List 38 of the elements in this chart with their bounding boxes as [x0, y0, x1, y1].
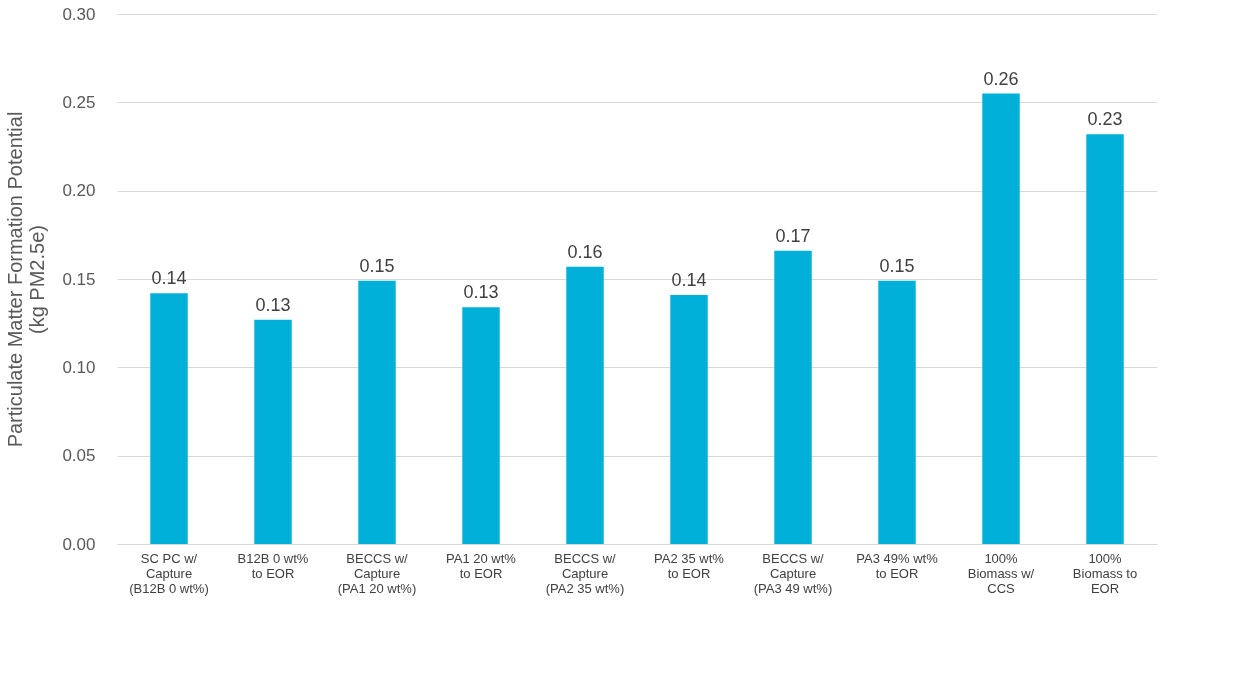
data-label: 0.17: [775, 225, 811, 246]
data-label: 0.13: [255, 294, 291, 315]
bar: [150, 293, 188, 544]
x-tick-label: 100% Biomass to EOR: [1072, 550, 1138, 596]
bar: [774, 250, 812, 544]
y-tick-label: 0.10: [62, 357, 96, 377]
data-label: 0.16: [567, 241, 603, 262]
bar: [566, 266, 604, 544]
x-tick-label: BECCS w/ Capture (PA1 20 wt%): [337, 550, 417, 596]
x-tick-label: PA3 49% wt% to EOR: [856, 550, 939, 581]
data-label: 0.15: [879, 255, 915, 276]
data-label: 0.13: [463, 282, 499, 303]
y-tick-label: 0.05: [62, 446, 96, 466]
bar: [878, 280, 916, 544]
y-tick-label: 0.15: [62, 269, 96, 289]
bar: [254, 319, 292, 544]
y-tick-label: 0.00: [62, 534, 96, 554]
x-tick-label: 100% Biomass w/ CCS: [967, 550, 1035, 596]
bar: [982, 93, 1020, 544]
y-axis-title: Particulate Matter Formation Potential (kg PM2.5e): [4, 111, 49, 448]
bar: [358, 280, 396, 544]
data-label: 0.15: [359, 255, 395, 276]
data-label: 0.26: [983, 68, 1019, 89]
x-tick-label: BECCS w/ Capture (PA2 35 wt%): [545, 550, 625, 596]
x-tick-label: SC PC w/ Capture (B12B 0 wt%): [129, 550, 209, 596]
bar: [462, 307, 500, 544]
x-tick-label: PA1 20 wt% to EOR: [446, 550, 517, 581]
data-label: 0.14: [151, 268, 187, 289]
y-tick-label: 0.30: [62, 4, 96, 24]
data-label: 0.14: [671, 269, 707, 290]
x-tick-label: B12B 0 wt% to EOR: [237, 550, 309, 581]
y-tick-label: 0.20: [62, 181, 96, 201]
x-tick-label: PA2 35 wt% to EOR: [654, 550, 725, 581]
bar: [1086, 134, 1124, 544]
data-label: 0.23: [1087, 109, 1123, 130]
bar: [670, 294, 708, 544]
y-tick-label: 0.25: [62, 92, 96, 112]
x-tick-label: BECCS w/ Capture (PA3 49 wt%): [753, 550, 833, 596]
